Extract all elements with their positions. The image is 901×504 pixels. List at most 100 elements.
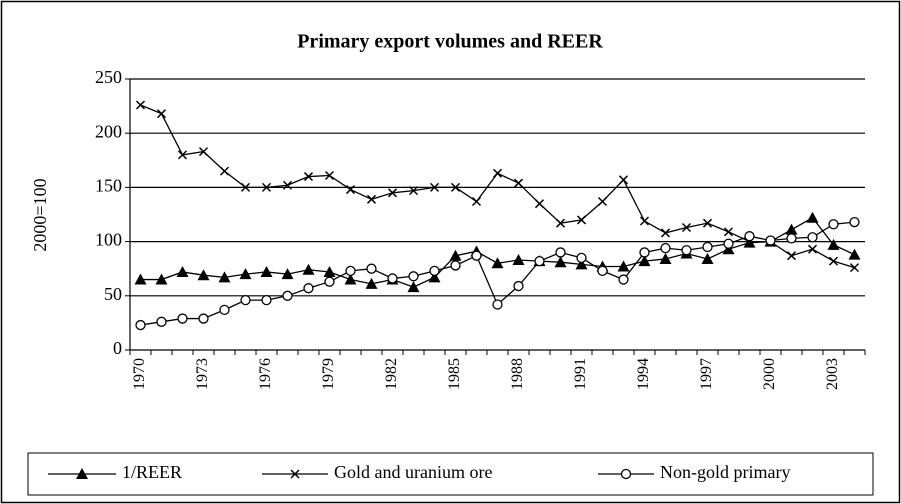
data-marker [639, 247, 650, 258]
chart-title: Primary export volumes and REER [297, 31, 603, 53]
data-marker [302, 263, 315, 275]
data-marker [785, 223, 798, 235]
data-marker [807, 244, 818, 254]
data-marker [198, 147, 209, 157]
data-marker [702, 241, 713, 253]
data-marker [260, 265, 273, 277]
data-marker [408, 186, 419, 196]
legend-label: Non-gold primary [660, 462, 790, 482]
x-tick-label: 1985 [446, 358, 463, 390]
data-marker [324, 276, 335, 287]
data-marker [849, 263, 860, 273]
data-marker [323, 265, 336, 277]
data-marker [303, 172, 314, 182]
data-marker [827, 238, 840, 250]
data-marker [597, 265, 608, 277]
data-marker [534, 199, 545, 209]
data-marker [177, 313, 188, 324]
data-marker [492, 168, 503, 178]
data-marker [723, 227, 734, 237]
legend [27, 452, 874, 496]
data-marker [660, 242, 671, 254]
data-marker [281, 268, 294, 280]
data-marker [197, 269, 210, 281]
y-axis-label: 2000=100 [30, 178, 50, 251]
data-marker [492, 299, 503, 310]
data-marker [135, 100, 146, 110]
data-marker [239, 268, 252, 280]
data-marker [387, 273, 398, 284]
data-marker [156, 316, 167, 327]
data-marker [576, 215, 587, 225]
data-marker [555, 247, 566, 258]
data-marker [512, 254, 525, 266]
data-marker [575, 258, 588, 270]
data-marker [638, 255, 651, 267]
data-marker [344, 273, 357, 285]
y-tick-label: 150 [95, 176, 122, 196]
data-marker [660, 228, 671, 238]
data-marker [134, 273, 147, 285]
data-marker [428, 271, 441, 283]
data-marker [261, 182, 272, 192]
x-tick-label: 1976 [257, 358, 274, 390]
x-tick-label: 1979 [320, 358, 337, 390]
data-marker [848, 248, 861, 260]
data-marker [597, 196, 608, 207]
data-marker [261, 294, 272, 306]
data-marker [345, 265, 356, 277]
data-marker [659, 252, 672, 264]
data-marker [366, 263, 377, 274]
y-tick-label: 200 [95, 121, 122, 141]
data-marker [366, 194, 377, 204]
data-marker [429, 265, 440, 277]
data-marker [345, 185, 356, 195]
data-marker [303, 283, 314, 294]
x-tick-label: 1991 [572, 358, 589, 390]
data-marker [786, 251, 797, 261]
x-tick-label: 1988 [509, 358, 526, 390]
legend-marker [620, 468, 632, 480]
data-marker [554, 256, 567, 268]
data-marker [282, 180, 293, 190]
data-marker [429, 182, 440, 192]
x-tick-label: 2000 [761, 358, 778, 390]
data-marker [450, 182, 461, 192]
data-marker [513, 178, 524, 188]
data-marker [576, 252, 587, 264]
data-marker [491, 257, 504, 269]
legend-label: Gold and uranium ore [334, 462, 492, 482]
y-tick-label: 50 [104, 284, 122, 304]
x-tick-label: 1970 [131, 358, 148, 390]
data-marker [218, 271, 231, 283]
data-marker [744, 231, 755, 242]
y-tick-label: 100 [95, 230, 122, 250]
data-marker [240, 294, 251, 306]
data-marker [723, 238, 734, 249]
data-marker [176, 265, 189, 277]
data-marker [681, 245, 692, 256]
data-marker [534, 255, 545, 267]
data-marker [449, 249, 462, 261]
data-marker [198, 313, 209, 324]
legend-marker [290, 469, 300, 479]
data-marker [407, 281, 420, 293]
data-marker [618, 175, 629, 185]
data-marker [681, 222, 692, 233]
legend-marker [76, 468, 88, 479]
data-marker [555, 218, 566, 228]
data-marker [324, 170, 335, 181]
y-tick-label: 0 [113, 338, 122, 358]
data-marker [786, 233, 797, 244]
data-marker [365, 277, 378, 289]
x-tick-label: 1982 [383, 358, 400, 390]
data-marker [282, 290, 293, 301]
data-marker [177, 150, 188, 160]
data-marker [617, 260, 630, 272]
data-marker [849, 216, 860, 228]
data-marker [828, 256, 839, 266]
data-marker [156, 109, 167, 119]
data-marker [135, 319, 146, 331]
